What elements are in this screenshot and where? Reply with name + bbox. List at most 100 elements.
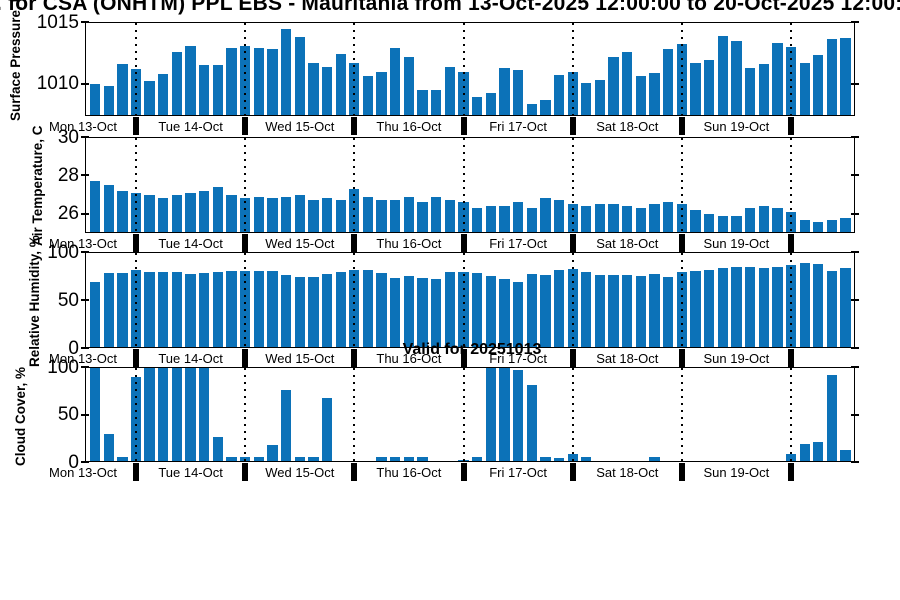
- day-separator: [133, 117, 139, 135]
- ytick-mark-right: [851, 82, 859, 85]
- ytick-mark-right: [851, 251, 859, 253]
- bar: [499, 206, 510, 233]
- bar: [826, 39, 838, 116]
- bar: [826, 374, 838, 462]
- bar: [253, 457, 264, 463]
- ytick-mark-right: [851, 347, 859, 349]
- day-label: Sun 19-Oct: [703, 119, 770, 134]
- bar: [772, 208, 783, 233]
- bar: [703, 60, 715, 116]
- ytick-mark-left: [81, 251, 89, 253]
- day-label: Sat 18-Oct: [596, 119, 659, 134]
- day-label: Sun 19-Oct: [703, 465, 770, 480]
- day-gridline: [571, 23, 574, 115]
- bar: [308, 457, 319, 463]
- bar: [772, 267, 783, 348]
- bar: [158, 272, 169, 348]
- bar: [417, 90, 428, 116]
- bar: [335, 200, 346, 233]
- day-gridline: [680, 138, 683, 232]
- bar: [431, 196, 442, 233]
- bar: [294, 277, 305, 348]
- bar: [731, 215, 742, 233]
- bar: [417, 457, 428, 463]
- day-separator: [788, 463, 794, 481]
- ytick-label: 50: [57, 404, 79, 425]
- bar: [744, 67, 756, 116]
- bar: [799, 443, 810, 462]
- bar: [171, 194, 183, 233]
- bar: [799, 62, 810, 116]
- bar: [280, 29, 292, 116]
- bar: [608, 56, 619, 116]
- ytick-mark-right: [851, 413, 859, 416]
- bar: [649, 204, 660, 233]
- bar: [622, 51, 633, 116]
- day-gridline: [790, 253, 792, 347]
- ylabel-cloud-cover: Cloud Cover, %: [13, 366, 28, 466]
- day-gridline: [462, 253, 465, 347]
- bar: [499, 367, 510, 462]
- bar: [144, 367, 155, 462]
- bar: [103, 434, 114, 462]
- ytick-label: 100: [47, 241, 79, 263]
- bar: [690, 62, 701, 116]
- bar: [472, 97, 483, 116]
- bar: [185, 367, 196, 462]
- day-gridline: [244, 368, 247, 461]
- bar: [212, 186, 224, 233]
- bar: [799, 219, 810, 233]
- bar: [581, 206, 592, 233]
- bar: [212, 272, 224, 348]
- bar: [540, 99, 551, 116]
- bar: [581, 82, 592, 116]
- bar: [117, 457, 128, 463]
- bar: [472, 273, 483, 348]
- bar: [199, 65, 210, 116]
- ytick-mark-right: [851, 21, 859, 23]
- ylabel-surface-pressure: Surface Pressure, mb: [8, 0, 23, 122]
- bar: [144, 81, 155, 116]
- bar: [321, 398, 333, 463]
- day-separator: [460, 234, 467, 252]
- day-separator: [351, 117, 358, 135]
- day-label: Fri 17-Oct: [489, 236, 547, 251]
- ytick-label: 30: [57, 126, 79, 148]
- day-separator: [242, 117, 249, 135]
- day-label: Sat 18-Oct: [596, 351, 659, 366]
- bar: [731, 267, 742, 348]
- bar: [553, 75, 565, 116]
- bar: [813, 55, 824, 116]
- day-separator: [133, 463, 139, 481]
- bar: [335, 54, 346, 116]
- bar: [117, 190, 128, 233]
- bar: [622, 206, 633, 233]
- bar: [635, 276, 647, 348]
- bar: [376, 200, 387, 233]
- bar: [635, 76, 647, 116]
- day-separator: [788, 349, 794, 367]
- bar: [280, 389, 292, 462]
- bar: [758, 206, 769, 233]
- day-gridline: [571, 253, 574, 347]
- bar: [744, 267, 756, 348]
- ytick-mark-left: [81, 136, 89, 138]
- day-separator: [460, 117, 467, 135]
- bar: [540, 457, 551, 463]
- axes-surface-pressure: [85, 22, 855, 116]
- day-label: Tue 14-Oct: [158, 465, 223, 480]
- ytick-label: 28: [57, 164, 79, 186]
- bar: [321, 274, 333, 348]
- bar: [526, 385, 537, 463]
- day-gridline: [135, 23, 137, 115]
- bar: [103, 86, 114, 116]
- bar: [226, 271, 237, 348]
- day-gridline: [790, 138, 792, 232]
- bar: [840, 268, 851, 348]
- bar: [199, 273, 210, 348]
- bar: [553, 200, 565, 233]
- day-gridline: [462, 368, 465, 461]
- bar: [185, 192, 196, 233]
- axes-relative-humidity: [85, 252, 855, 348]
- bar: [390, 277, 401, 348]
